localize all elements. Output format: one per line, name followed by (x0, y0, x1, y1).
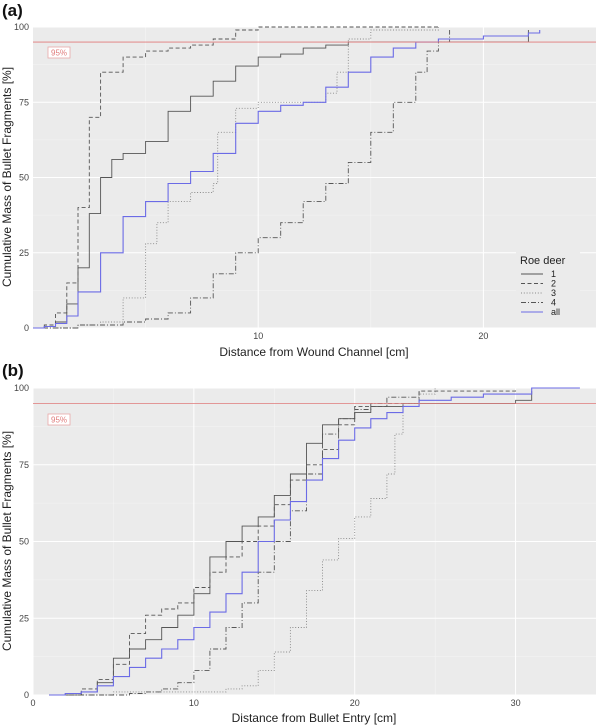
y-tick-label: 50 (19, 173, 29, 183)
y-tick-label: 0 (24, 323, 29, 333)
panel-a-y-axis-title: Cumulative Mass of Bullet Fragments [%] (0, 67, 14, 287)
x-tick-label: 20 (350, 698, 360, 708)
panel-a: (a) 95% 0 25 50 75 100 10 20 Distance from Wo… (0, 1, 596, 359)
y-tick-label: 100 (14, 383, 29, 393)
panel-b-x-ticks: 0 10 20 30 (30, 698, 520, 708)
x-tick-label: 10 (253, 331, 263, 341)
y-tick-label: 0 (24, 690, 29, 700)
legend-label-all: all (551, 307, 560, 317)
legend-label-3: 3 (551, 288, 556, 298)
panel-b-x-axis-title: Distance from Bullet Entry [cm] (232, 711, 397, 725)
y-tick-label: 50 (19, 537, 29, 547)
panel-a-reference-badge (47, 46, 71, 59)
panel-a-y-ticks: 0 25 50 75 100 (14, 22, 29, 333)
legend-box (516, 250, 580, 318)
legend-label-2: 2 (551, 279, 556, 289)
panel-a-label: (a) (2, 1, 23, 20)
panel-b-reference-badge (47, 413, 71, 426)
x-tick-label: 0 (30, 698, 35, 708)
legend-label-1: 1 (551, 269, 556, 279)
series-line-2 (49, 388, 517, 696)
series-line-2 (33, 26, 439, 329)
series-line-3 (49, 388, 436, 696)
x-tick-label: 20 (478, 331, 488, 341)
panel-b-series-layer (49, 387, 580, 696)
series-line-4 (33, 30, 451, 329)
panel-a-x-axis-title: Distance from Wound Channel [cm] (219, 345, 408, 359)
series-line-all (49, 387, 580, 696)
y-tick-label: 25 (19, 248, 29, 258)
x-tick-label: 30 (511, 698, 521, 708)
series-line-3 (33, 27, 439, 329)
legend-title: Roe deer (520, 255, 566, 267)
series-line-1 (33, 30, 529, 329)
panel-b: (b) 95% 0 25 50 75 100 0 10 20 30 Distance from… (0, 361, 596, 725)
y-tick-label: 100 (14, 22, 29, 32)
x-tick-label: 10 (189, 698, 199, 708)
panel-b-y-axis-title: Cumulative Mass of Bullet Fragments [%] (0, 431, 14, 651)
panel-a-x-ticks: 10 20 (253, 331, 488, 341)
panel-b-y-ticks: 0 25 50 75 100 (14, 383, 29, 700)
panel-b-reference-label: 95% (51, 416, 67, 425)
panel-a-reference-label: 95% (51, 49, 67, 58)
y-tick-label: 75 (19, 97, 29, 107)
panel-b-label: (b) (2, 361, 24, 380)
y-tick-label: 75 (19, 460, 29, 470)
legend-label-4: 4 (551, 298, 556, 308)
y-tick-label: 25 (19, 613, 29, 623)
